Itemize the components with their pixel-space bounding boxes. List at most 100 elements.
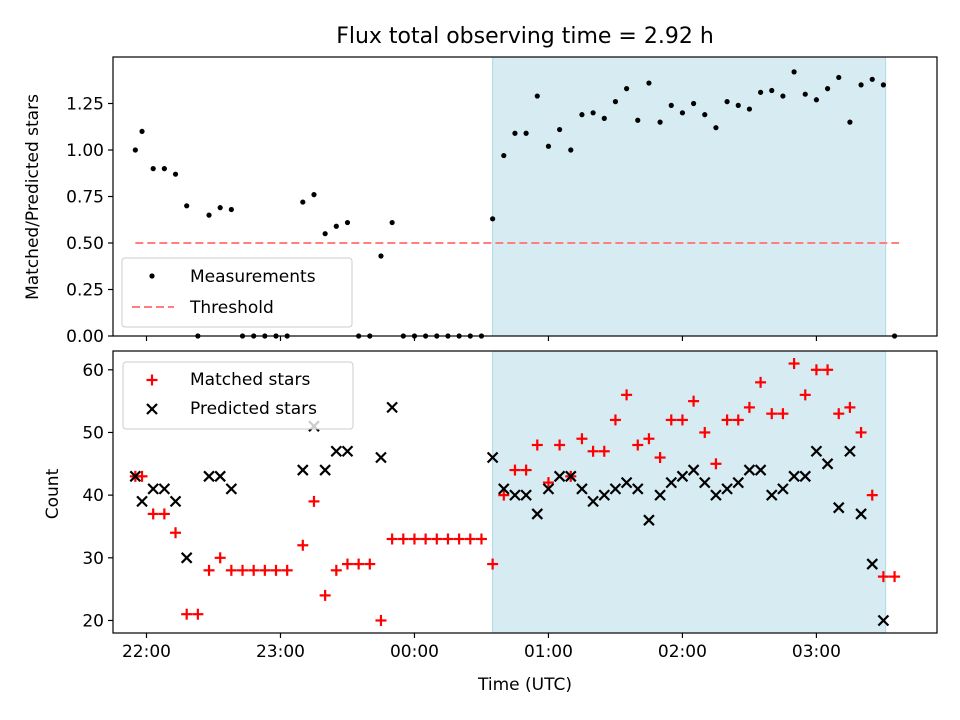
measurement-point bbox=[228, 206, 234, 213]
matched-star-point bbox=[214, 552, 226, 564]
predicted-star-point bbox=[799, 470, 812, 483]
matched-star-point bbox=[743, 401, 755, 413]
matched-star-point bbox=[453, 533, 465, 545]
matched-star-point bbox=[248, 564, 260, 576]
predicted-star-point bbox=[821, 458, 834, 470]
matched-star-point bbox=[676, 414, 688, 426]
legend-predicted-glyph bbox=[146, 403, 158, 415]
measurement-point bbox=[389, 219, 395, 226]
bottom-ytick-label: 30 bbox=[82, 549, 104, 569]
matched-star-point bbox=[766, 408, 778, 420]
measurement-point bbox=[333, 223, 339, 229]
predicted-star-point bbox=[564, 470, 577, 483]
bottom-xtick-label: 00:00 bbox=[390, 642, 439, 662]
matched-star-point bbox=[609, 414, 621, 426]
predicted-star-point bbox=[486, 451, 499, 464]
measurement-point bbox=[534, 93, 540, 99]
predicted-star-point bbox=[743, 464, 756, 476]
matched-star-point bbox=[498, 489, 510, 501]
predicted-star-point bbox=[129, 470, 142, 483]
measurement-point bbox=[300, 199, 306, 205]
predicted-star-point bbox=[169, 495, 182, 508]
predicted-star-point bbox=[203, 470, 215, 483]
measurement-point bbox=[490, 216, 496, 222]
matched-star-point bbox=[364, 558, 376, 570]
top-ytick-label: 0.50 bbox=[66, 234, 104, 254]
measurement-point bbox=[847, 119, 853, 125]
predicted-star-point bbox=[765, 489, 778, 501]
top-ytick-label: 1.00 bbox=[66, 141, 104, 161]
bottom-ytick-label: 40 bbox=[82, 486, 104, 506]
measurement-point bbox=[545, 143, 552, 149]
matched-star-point bbox=[181, 608, 193, 620]
matched-star-point bbox=[699, 426, 711, 438]
predicted-star-point bbox=[319, 464, 331, 476]
measurement-point bbox=[702, 112, 708, 118]
matched-star-point bbox=[170, 527, 182, 539]
matched-star-point bbox=[799, 389, 811, 401]
matched-star-point bbox=[158, 508, 170, 520]
matched-star-point bbox=[810, 364, 822, 376]
bottom-xtick-label: 02:00 bbox=[658, 642, 707, 662]
measurement-point bbox=[735, 102, 741, 108]
predicted-star-point bbox=[136, 495, 148, 508]
predicted-star-point bbox=[498, 483, 510, 495]
matched-star-point bbox=[732, 414, 744, 426]
measurement-point bbox=[139, 128, 145, 134]
predicted-star-point bbox=[158, 483, 171, 495]
predicted-star-point bbox=[576, 483, 588, 495]
predicted-star-point bbox=[721, 483, 733, 495]
predicted-star-point bbox=[214, 470, 226, 483]
bottom-xtick-label: 23:00 bbox=[256, 642, 305, 662]
predicted-star-point bbox=[855, 508, 867, 520]
matched-star-point bbox=[397, 533, 409, 545]
matched-star-point bbox=[755, 376, 767, 388]
predicted-star-point bbox=[777, 483, 789, 495]
bottom-y-axis-label: Count bbox=[43, 468, 63, 519]
bottom-xtick-label: 01:00 bbox=[524, 642, 573, 662]
predicted-star-point bbox=[620, 476, 633, 489]
measurement-point bbox=[344, 219, 351, 226]
matched-star-point bbox=[855, 426, 867, 438]
measurement-point bbox=[780, 93, 786, 99]
measurement-point bbox=[612, 99, 619, 105]
matched-star-point bbox=[281, 564, 293, 576]
matched-star-point bbox=[587, 445, 599, 457]
predicted-star-point bbox=[553, 470, 566, 483]
matched-star-point bbox=[341, 558, 353, 570]
measurement-point bbox=[869, 76, 875, 82]
bottom-ytick-label: 60 bbox=[82, 361, 104, 381]
measurement-point bbox=[217, 205, 223, 211]
matched-star-point bbox=[442, 533, 454, 545]
predicted-star-point bbox=[609, 483, 622, 495]
bottom-xtick-label: 22:00 bbox=[122, 642, 171, 662]
matched-star-point bbox=[844, 401, 856, 413]
matched-star-point bbox=[520, 464, 532, 476]
matched-star-point bbox=[598, 445, 610, 457]
top-y-axis-label: Matched/Predicted stars bbox=[23, 94, 43, 300]
measurement-point bbox=[150, 166, 156, 172]
predicted-star-point bbox=[877, 614, 890, 627]
matched-star-point bbox=[866, 489, 878, 501]
measurement-point bbox=[646, 80, 652, 86]
measurement-point bbox=[769, 87, 775, 94]
measurement-point bbox=[184, 203, 190, 209]
predicted-star-point bbox=[520, 489, 532, 501]
measurement-point bbox=[836, 74, 842, 81]
measurement-point bbox=[568, 147, 574, 153]
matched-star-point bbox=[147, 508, 159, 520]
matched-star-point bbox=[777, 408, 789, 420]
matched-star-point bbox=[353, 558, 365, 570]
predicted-star-point bbox=[225, 483, 238, 495]
top-legend-box bbox=[121, 257, 353, 328]
bottom-axes-frame bbox=[112, 350, 938, 634]
matched-star-point bbox=[788, 358, 800, 370]
matched-star-point bbox=[420, 533, 432, 545]
predicted-star-point bbox=[665, 476, 678, 489]
measurement-point bbox=[579, 112, 585, 118]
measurement-point bbox=[311, 192, 317, 198]
matched-star-point bbox=[464, 533, 476, 545]
predicted-star-point bbox=[542, 483, 555, 495]
predicted-star-point bbox=[654, 489, 666, 501]
